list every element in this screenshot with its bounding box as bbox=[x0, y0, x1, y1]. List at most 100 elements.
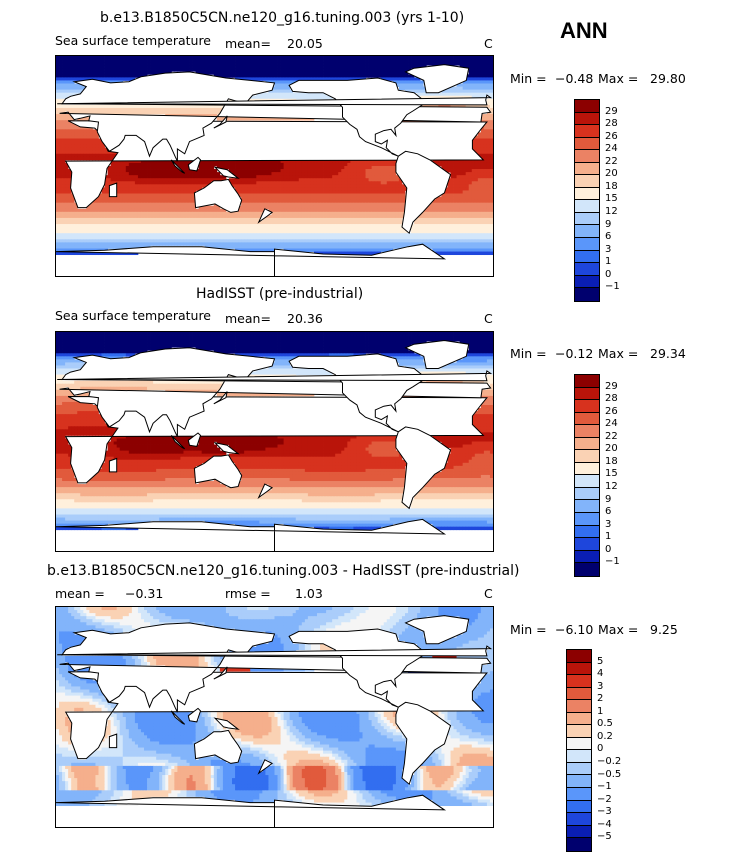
panel2-max-value: 29.34 bbox=[650, 346, 686, 361]
colorbar-swatch bbox=[575, 450, 599, 463]
colorbar-tick-label: 9 bbox=[605, 220, 611, 230]
colorbar-swatch bbox=[575, 163, 599, 176]
colorbar-swatch bbox=[575, 125, 599, 138]
panel2-title: HadISST (pre-industrial) bbox=[196, 286, 363, 302]
panel1-title: b.e13.B1850C5CN.ne120_g16.tuning.003 (yr… bbox=[100, 10, 464, 26]
panel3-min-value: −6.10 bbox=[555, 622, 593, 637]
colorbar-swatch bbox=[567, 713, 591, 726]
colorbar-swatch bbox=[567, 801, 591, 814]
colorbar-swatch bbox=[575, 563, 599, 576]
colorbar-tick-label: 26 bbox=[605, 132, 618, 142]
panel3-map bbox=[55, 606, 494, 828]
panel1-min-label: Min = bbox=[510, 71, 547, 86]
colorbar-tick-label: 20 bbox=[605, 169, 618, 179]
colorbar-swatch bbox=[567, 675, 591, 688]
colorbar-tick-label: 3 bbox=[605, 520, 611, 530]
colorbar-swatch bbox=[575, 413, 599, 426]
colorbar-swatch bbox=[575, 425, 599, 438]
panel1-variable: Sea surface temperature bbox=[55, 33, 211, 48]
colorbar-swatch bbox=[567, 700, 591, 713]
panel3-rmse-label: rmse = bbox=[225, 586, 271, 601]
colorbar-swatch bbox=[575, 238, 599, 251]
panel2-colorbar bbox=[574, 374, 600, 577]
season-label: ANN bbox=[560, 18, 608, 44]
colorbar-swatch bbox=[575, 100, 599, 113]
colorbar-tick-label: −0.5 bbox=[597, 770, 621, 780]
colorbar-tick-label: 5 bbox=[597, 657, 603, 667]
panel2-units: C bbox=[484, 311, 493, 326]
colorbar-swatch bbox=[575, 138, 599, 151]
panel1-mean-value: 20.05 bbox=[287, 36, 323, 51]
panel2-min-value: −0.12 bbox=[555, 346, 593, 361]
colorbar-tick-label: 3 bbox=[597, 682, 603, 692]
colorbar-swatch bbox=[575, 150, 599, 163]
panel3-colorbar bbox=[566, 649, 592, 852]
colorbar-tick-label: 4 bbox=[597, 669, 603, 679]
colorbar-tick-label: 0.2 bbox=[597, 732, 613, 742]
colorbar-swatch bbox=[575, 526, 599, 539]
colorbar-tick-label: −3 bbox=[597, 807, 612, 817]
colorbar-tick-label: 26 bbox=[605, 407, 618, 417]
colorbar-tick-label: 12 bbox=[605, 482, 618, 492]
landmass-madagascar bbox=[109, 183, 116, 197]
colorbar-swatch bbox=[575, 438, 599, 451]
colorbar-swatch bbox=[575, 263, 599, 276]
panel3-max-value: 9.25 bbox=[650, 622, 678, 637]
colorbar-swatch bbox=[575, 463, 599, 476]
colorbar-tick-label: 29 bbox=[605, 107, 618, 117]
colorbar-tick-label: 1 bbox=[605, 532, 611, 542]
colorbar-tick-label: −5 bbox=[597, 832, 612, 842]
colorbar-swatch bbox=[575, 225, 599, 238]
colorbar-tick-label: 1 bbox=[597, 707, 603, 717]
colorbar-tick-label: 15 bbox=[605, 469, 618, 479]
colorbar-tick-label: 15 bbox=[605, 194, 618, 204]
panel3-mean-value: −0.31 bbox=[125, 586, 163, 601]
panel3-max-label: Max = bbox=[598, 622, 638, 637]
colorbar-tick-label: 9 bbox=[605, 495, 611, 505]
colorbar-tick-label: 0 bbox=[605, 545, 611, 555]
colorbar-swatch bbox=[575, 375, 599, 388]
colorbar-swatch bbox=[567, 813, 591, 826]
panel2-min-label: Min = bbox=[510, 346, 547, 361]
colorbar-tick-label: −4 bbox=[597, 820, 612, 830]
panel1-max-label: Max = bbox=[598, 71, 638, 86]
colorbar-swatch bbox=[567, 838, 591, 851]
colorbar-tick-label: 20 bbox=[605, 444, 618, 454]
panel1-max-value: 29.80 bbox=[650, 71, 686, 86]
colorbar-tick-label: −1 bbox=[597, 782, 612, 792]
colorbar-swatch bbox=[575, 200, 599, 213]
colorbar-swatch bbox=[575, 288, 599, 301]
colorbar-swatch bbox=[575, 538, 599, 551]
colorbar-swatch bbox=[567, 650, 591, 663]
panel1-colorbar bbox=[574, 99, 600, 302]
colorbar-swatch bbox=[575, 388, 599, 401]
colorbar-swatch bbox=[575, 551, 599, 564]
colorbar-tick-label: −1 bbox=[605, 557, 620, 567]
colorbar-swatch bbox=[575, 475, 599, 488]
colorbar-swatch bbox=[575, 513, 599, 526]
colorbar-tick-label: 18 bbox=[605, 457, 618, 467]
colorbar-swatch bbox=[575, 500, 599, 513]
landmass-madagascar bbox=[109, 459, 116, 472]
colorbar-tick-label: 3 bbox=[605, 245, 611, 255]
panel1-mean-label: mean= bbox=[225, 36, 271, 51]
colorbar-tick-label: 28 bbox=[605, 394, 618, 404]
colorbar-swatch bbox=[567, 750, 591, 763]
colorbar-tick-label: 0 bbox=[597, 744, 603, 754]
colorbar-tick-label: −1 bbox=[605, 282, 620, 292]
colorbar-swatch bbox=[567, 788, 591, 801]
panel3-title: b.e13.B1850C5CN.ne120_g16.tuning.003 - H… bbox=[47, 563, 519, 579]
colorbar-swatch bbox=[567, 738, 591, 751]
colorbar-tick-label: −0.2 bbox=[597, 757, 621, 767]
colorbar-tick-label: 12 bbox=[605, 207, 618, 217]
colorbar-tick-label: 0.5 bbox=[597, 719, 613, 729]
panel3-rmse-value: 1.03 bbox=[295, 586, 323, 601]
colorbar-tick-label: 1 bbox=[605, 257, 611, 267]
colorbar-tick-label: −2 bbox=[597, 795, 612, 805]
colorbar-swatch bbox=[567, 775, 591, 788]
panel3-min-label: Min = bbox=[510, 622, 547, 637]
colorbar-tick-label: 22 bbox=[605, 432, 618, 442]
colorbar-swatch bbox=[575, 251, 599, 264]
colorbar-swatch bbox=[575, 175, 599, 188]
colorbar-tick-label: 29 bbox=[605, 382, 618, 392]
